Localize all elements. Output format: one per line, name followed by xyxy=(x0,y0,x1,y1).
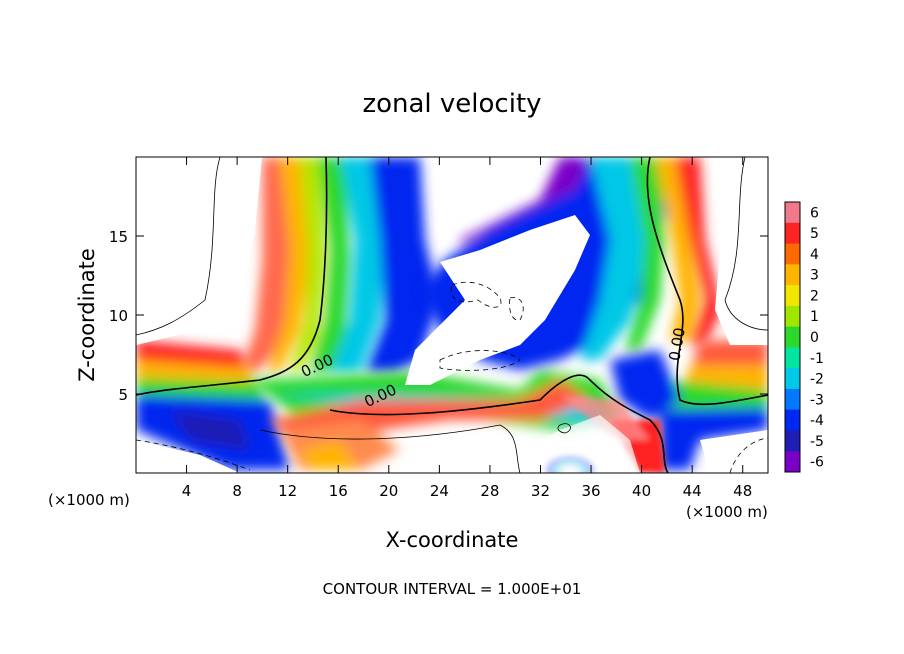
colorbar-swatch xyxy=(785,409,800,431)
colorbar: 6 5 4 3 2 1 0 -1 -2 -3 -4 -5 -6 xyxy=(784,201,824,473)
colorbar-swatch xyxy=(785,222,800,245)
colorbar-swatch xyxy=(785,202,800,224)
y-axis-title: Z-coordinate xyxy=(75,248,99,382)
colorbar-swatch xyxy=(785,264,800,286)
x-tick-label: 28 xyxy=(480,482,499,500)
plot-area: 0.000.000.00 xyxy=(136,157,768,473)
colorbar-label: 1 xyxy=(810,309,819,325)
colorbar-label: 4 xyxy=(810,247,819,263)
x-tick-label: 40 xyxy=(632,482,651,500)
colorbar-swatch xyxy=(785,285,800,307)
colorbar-label: 2 xyxy=(810,288,819,304)
y-axis: 5 10 15 xyxy=(109,228,768,404)
colorbar-label: -3 xyxy=(810,392,824,408)
chart-title: zonal velocity xyxy=(362,89,541,119)
x-tick-label: 20 xyxy=(379,482,398,500)
colorbar-swatch xyxy=(785,243,800,265)
colorbar-swatch xyxy=(785,451,800,473)
colorbar-label: -4 xyxy=(810,413,824,429)
x-tick-label: 44 xyxy=(683,482,702,500)
colorbar-label: -5 xyxy=(810,434,824,450)
colorbar-label: 6 xyxy=(810,205,819,221)
colorbar-label: -2 xyxy=(810,372,824,388)
colorbar-label: -1 xyxy=(810,351,824,367)
colorbar-label: 5 xyxy=(810,226,819,242)
contour-interval-footer: CONTOUR INTERVAL = 1.000E+01 xyxy=(323,580,582,598)
colorbar-frame xyxy=(784,201,801,473)
colorbar-swatch xyxy=(785,368,800,390)
x-unit-label-right: (×1000 m) xyxy=(686,503,768,521)
x-tick-label: 24 xyxy=(430,482,449,500)
colorbar-label: 3 xyxy=(810,268,819,284)
x-tick-label: 36 xyxy=(581,482,600,500)
x-tick-label: 12 xyxy=(278,482,297,500)
colorbar-swatch xyxy=(785,305,800,328)
colorbar-swatch xyxy=(785,326,800,348)
contour-label: 0.00 xyxy=(665,326,689,362)
y-tick-label: 5 xyxy=(118,386,128,404)
x-tick-label: 4 xyxy=(182,482,192,500)
x-unit-label-left: (×1000 m) xyxy=(48,491,130,509)
x-axis-title: X-coordinate xyxy=(386,528,519,552)
colorbar-swatch xyxy=(785,388,800,411)
x-tick-label: 16 xyxy=(329,482,348,500)
colorbar-label: -6 xyxy=(810,455,824,471)
y-tick-label: 10 xyxy=(109,307,128,325)
y-tick-label: 15 xyxy=(109,228,128,246)
x-tick-label: 8 xyxy=(232,482,242,500)
colorbar-swatch xyxy=(785,430,800,452)
x-axis: 4 8 12 16 20 24 28 32 36 40 44 48 xyxy=(182,157,752,500)
x-tick-label: 32 xyxy=(531,482,550,500)
colorbar-label: 0 xyxy=(810,330,819,346)
colorbar-swatch xyxy=(785,347,800,369)
x-tick-label: 48 xyxy=(733,482,752,500)
